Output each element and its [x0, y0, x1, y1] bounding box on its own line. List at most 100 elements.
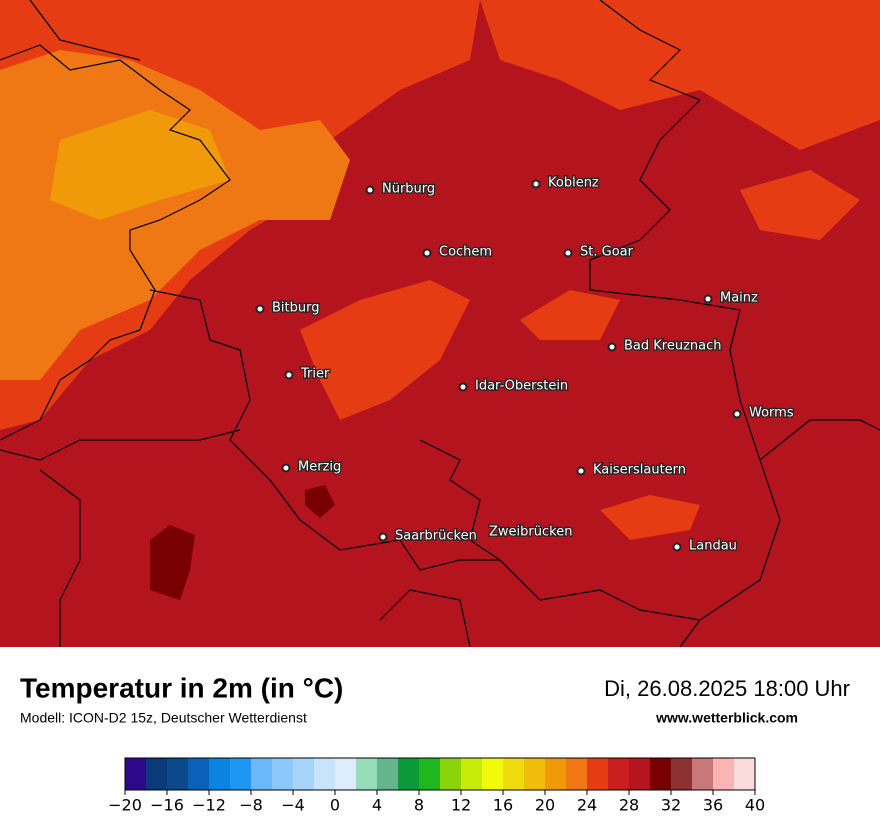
city-label: Landau	[689, 539, 737, 554]
city: Worms	[732, 404, 795, 422]
city-label: Nürburg	[382, 182, 435, 197]
colorbar-tick-label: 16	[493, 796, 513, 815]
warm-area	[600, 495, 700, 540]
colorbar-tick-label: 28	[619, 796, 639, 815]
border	[419, 439, 501, 561]
border	[0, 44, 231, 441]
city: Merzig	[281, 458, 343, 476]
colorbar-tick-label: 20	[535, 796, 555, 815]
colorbar-cell	[734, 758, 756, 790]
hot-area	[150, 525, 195, 600]
colorbar-tick-label: −12	[192, 796, 226, 815]
colorbar-frame	[124, 757, 756, 791]
city-label: Cochem	[439, 245, 492, 260]
city-label: St. Goar	[580, 245, 634, 260]
city: Cochem	[422, 243, 493, 261]
colorbar-cell	[272, 758, 294, 790]
colorbar-cell	[587, 758, 609, 790]
city-label: Koblenz	[548, 176, 599, 191]
colorbar-cell	[713, 758, 735, 790]
colorbar-tick-label: −16	[150, 796, 184, 815]
city: Idar-Oberstein	[458, 377, 569, 395]
warm-area	[300, 280, 470, 420]
city-label: Bitburg	[272, 301, 320, 316]
colorbar-cell	[230, 758, 252, 790]
colorbar-cell	[293, 758, 315, 790]
colorbar-tick-label: −4	[281, 796, 305, 815]
colorbar-cell	[566, 758, 588, 790]
city-label: Worms	[749, 406, 794, 421]
colorbar-tick-label: −8	[239, 796, 263, 815]
city: St. Goar	[563, 243, 635, 261]
city-label: Mainz	[720, 291, 758, 306]
border	[0, 429, 241, 461]
city: Mainz	[703, 289, 759, 307]
city: Koblenz	[531, 174, 600, 192]
title: Temperatur in 2m (in °C)	[20, 672, 343, 703]
colorbar-tick-label: 40	[745, 796, 765, 815]
source: www.wetterblick.com	[655, 710, 798, 726]
city: Bad Kreuznach	[607, 337, 723, 355]
colorbar-cell	[440, 758, 462, 790]
colorbar: −20 −16 −12 −8 −4 0 4 8 12 16 20 24 28 32 36 40	[108, 757, 765, 815]
city: Kaiserslautern	[576, 461, 687, 479]
colorbar-tick-label: 24	[577, 796, 597, 815]
colorbar-cell	[167, 758, 189, 790]
city-label: Bad Kreuznach	[624, 339, 722, 354]
colorbar-tick-label: 12	[451, 796, 471, 815]
warm-area	[740, 170, 860, 240]
city-label: Kaiserslautern	[593, 463, 686, 478]
city: Trier	[284, 365, 331, 383]
subtitle: Modell: ICON-D2 15z, Deutscher Wetterdie…	[20, 710, 307, 726]
border	[29, 0, 141, 61]
colorbar-cell	[671, 758, 693, 790]
colorbar-cell	[209, 758, 231, 790]
city-label: Merzig	[298, 460, 341, 475]
colorbar-tick-label: 8	[414, 796, 424, 815]
colorbar-tick-label: 4	[372, 796, 382, 815]
colorbar-cell	[251, 758, 273, 790]
city: Saarbrücken	[378, 527, 478, 545]
city-label: Saarbrücken	[395, 529, 477, 544]
border	[149, 289, 880, 621]
colorbar-tick-label: 32	[661, 796, 681, 815]
city: Landau	[672, 537, 738, 555]
hot-area	[305, 485, 335, 518]
warm-area	[520, 290, 620, 340]
colorbar-cell	[608, 758, 630, 790]
warmest-area	[50, 110, 230, 220]
colorbar-cell	[335, 758, 357, 790]
city-label: Zweibrücken	[489, 525, 572, 540]
colorbar-cell	[461, 758, 483, 790]
colorbar-cell	[188, 758, 210, 790]
colorbar-cell	[398, 758, 420, 790]
colorbar-cell	[524, 758, 546, 790]
border	[589, 0, 761, 461]
border	[39, 469, 81, 647]
colorbar-cell	[146, 758, 168, 790]
city-label: Trier	[300, 367, 330, 382]
colorbar-tick-label: 0	[330, 796, 340, 815]
colorbar-cell	[377, 758, 399, 790]
warm-area	[480, 0, 880, 150]
border	[679, 619, 701, 648]
date: Di, 26.08.2025 18:00 Uhr	[604, 676, 850, 701]
colorbar-cell	[629, 758, 651, 790]
city-label: Idar-Oberstein	[475, 379, 568, 394]
city: Nürburg	[365, 180, 436, 198]
city: Bitburg	[255, 299, 321, 317]
colorbar-tick-label: 36	[703, 796, 723, 815]
colorbar-cell	[419, 758, 441, 790]
colorbar-cell	[356, 758, 378, 790]
colorbar-cell	[314, 758, 336, 790]
colorbar-cell	[125, 758, 147, 790]
city: Zweibrücken	[488, 523, 574, 541]
colorbar-cell	[503, 758, 525, 790]
map: Nürburg Koblenz Cochem St. Goar Mainz Bi…	[0, 0, 880, 648]
border	[379, 589, 471, 648]
colorbar-cell	[692, 758, 714, 790]
colorbar-cell	[482, 758, 504, 790]
colorbar-tick-label: −20	[108, 796, 142, 815]
colorbar-cell	[545, 758, 567, 790]
